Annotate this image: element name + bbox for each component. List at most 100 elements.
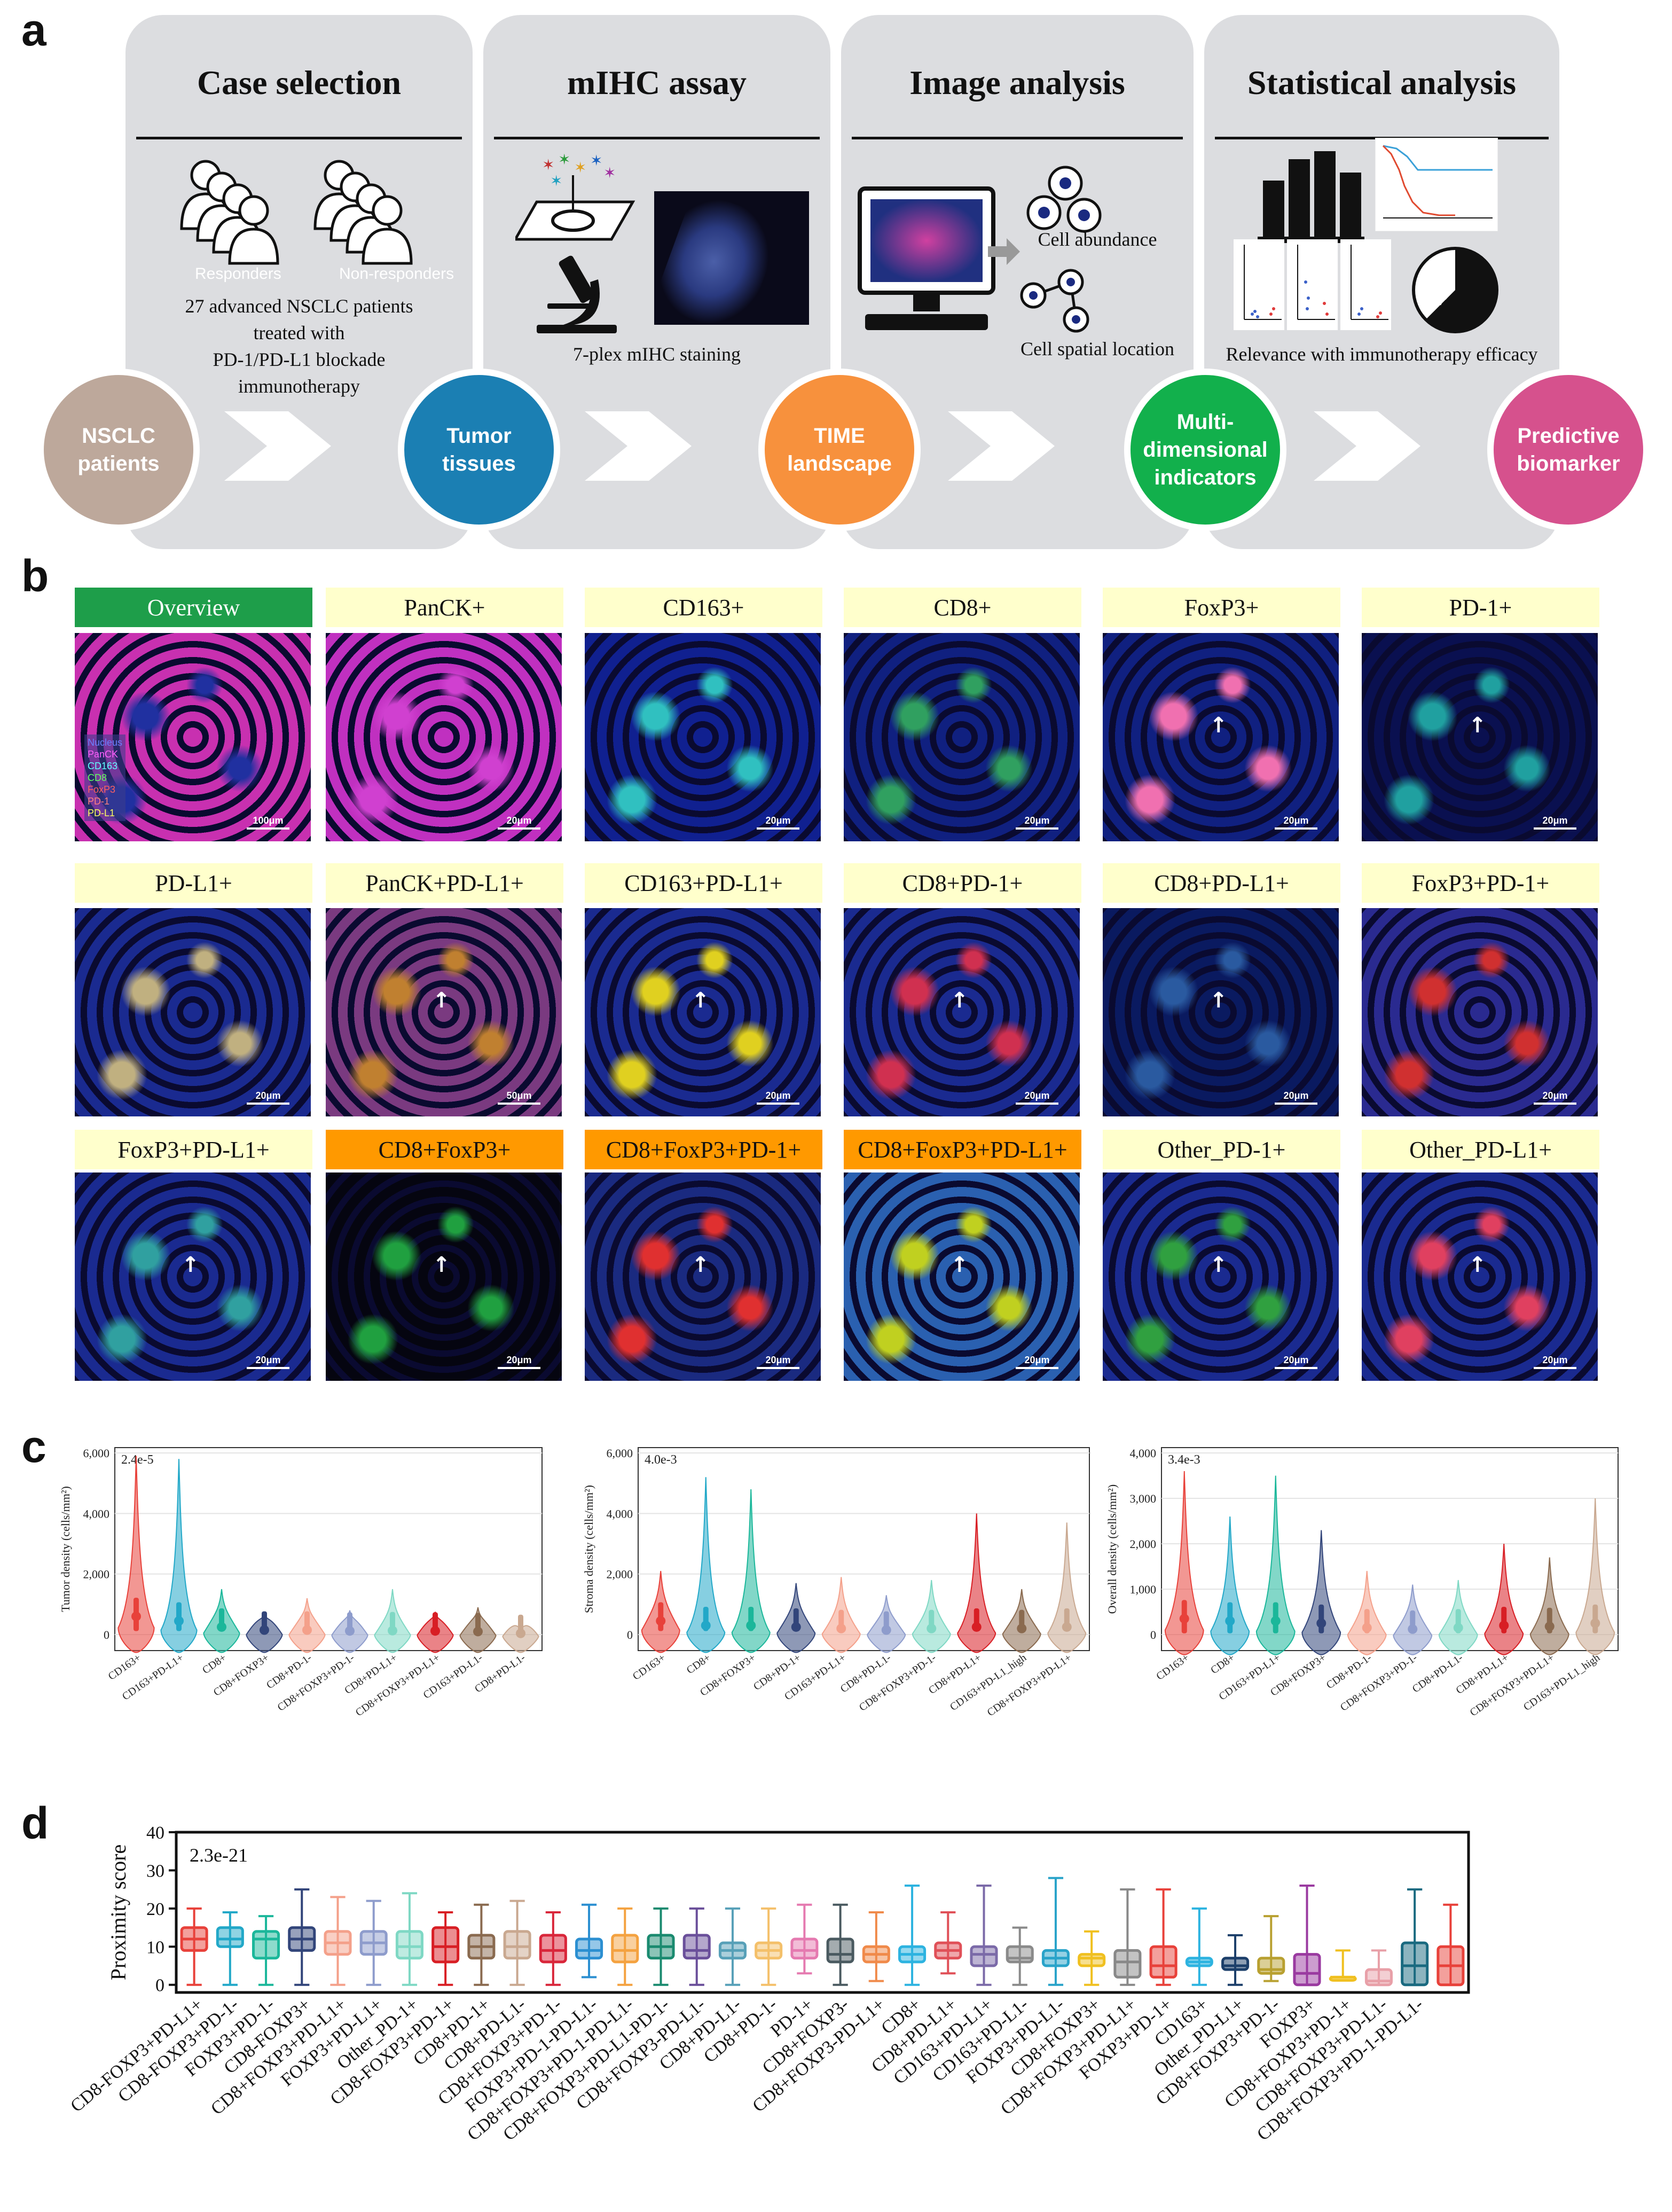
violin-median: [131, 1612, 141, 1621]
box-18: [826, 1903, 854, 1986]
x-tick-label: CD8+: [685, 1652, 713, 1676]
micrograph-image: 20μm ↑: [585, 1173, 821, 1381]
tile-label: PanCK+: [326, 588, 563, 627]
x-tick-label: CD8+FOXP3+PD-L1+: [1468, 1652, 1557, 1718]
micrograph-image: 20μm ↑: [844, 1173, 1080, 1381]
iqr-box: [1401, 1941, 1429, 1987]
iqr-box: [682, 1934, 711, 1960]
box-22: [970, 1885, 998, 1986]
violin-median: [971, 1622, 982, 1632]
svg-text:✶: ✶: [542, 157, 554, 174]
iqr-box: [1257, 1957, 1285, 1975]
y-tick-label: 0: [155, 1976, 164, 1996]
scale-bar: 20μm: [757, 1355, 799, 1369]
scale-bar: 20μm: [1016, 1090, 1058, 1105]
micrograph-image: 20μm ↑: [585, 908, 821, 1116]
violin-shape: [731, 1489, 771, 1653]
box-1: [216, 1911, 244, 1986]
case-caption: 27 advanced NSCLC patients treated with …: [185, 295, 413, 397]
scale-bar: 20μm: [1016, 1355, 1058, 1369]
box-19: [862, 1911, 890, 1982]
scale-bar: 20μm: [247, 1355, 289, 1369]
violin-median: [927, 1623, 937, 1633]
tile-label: PanCK+PD-L1+: [326, 863, 563, 903]
box-24: [1041, 1877, 1070, 1986]
iqr-box: [431, 1926, 460, 1964]
box-21: [934, 1911, 962, 1975]
box-30: [1257, 1915, 1285, 1982]
y-tick-label: 20: [146, 1900, 164, 1919]
violin-median: [1017, 1623, 1027, 1633]
scale-bar: 20μm: [498, 1355, 540, 1369]
scale-bar: 20μm: [757, 1090, 799, 1105]
scale-bar: 20μm: [247, 1090, 289, 1105]
iqr-box: [1078, 1953, 1106, 1967]
scale-bar: 100μm: [247, 815, 289, 830]
step-title: Case selection: [197, 64, 402, 101]
tile-label: CD8+PD-L1+: [1103, 863, 1340, 903]
iqr-box: [1221, 1957, 1250, 1971]
violin-median: [388, 1625, 397, 1636]
scale-bar: 20μm: [1534, 1090, 1576, 1105]
micrograph-image: 100μm Nucleus PanCK CD163 CD8 FoxP3 PD-1 PD-L1: [75, 633, 311, 841]
chevron-arrow-icon: [948, 411, 1055, 481]
violin-median: [1590, 1618, 1600, 1628]
y-axis-label: Stroma density (cells/mm²): [582, 1485, 595, 1613]
violin-median: [746, 1621, 756, 1630]
violin-median: [1408, 1624, 1418, 1634]
violin-shape: [1575, 1498, 1615, 1655]
violin-median: [1499, 1621, 1509, 1630]
y-tick-label: 4,000: [83, 1507, 110, 1520]
y-tick-label: 0: [627, 1628, 633, 1642]
y-tick-label: 10: [146, 1937, 164, 1957]
tissue-scan-image: [654, 191, 809, 325]
box-0: [180, 1907, 208, 1986]
box-3: [288, 1888, 316, 1986]
tile-label: CD8+FoxP3+PD-1+: [585, 1130, 822, 1169]
arrow-up-icon: ↑: [433, 988, 451, 1013]
tile-label: CD8+: [844, 588, 1081, 627]
violin-shape: [1529, 1557, 1569, 1655]
box-26: [1113, 1888, 1142, 1986]
violin-median: [174, 1616, 184, 1626]
arrow-up-icon: ↑: [1469, 713, 1487, 738]
box-28: [1185, 1907, 1213, 1986]
y-tick-label: 6,000: [83, 1447, 110, 1460]
violin-shape: [1210, 1516, 1250, 1655]
cell-abundance-caption: Cell abundance: [1038, 229, 1157, 250]
arrow-up-icon: ↑: [951, 988, 969, 1013]
violin-median: [1179, 1614, 1189, 1624]
cell-network-icon: [1020, 269, 1089, 333]
box-14: [682, 1907, 711, 1986]
panel-letter-c: c: [21, 1421, 46, 1472]
x-tick-label: CD163+: [1154, 1652, 1191, 1683]
iqr-box: [1364, 1968, 1393, 1987]
workflow-node-2: TIME landscape: [758, 369, 921, 531]
violin-median: [881, 1625, 891, 1635]
chevron-arrow-icon: [224, 411, 331, 481]
patients-icon-responders: [180, 160, 279, 265]
micrograph-image: 20μm ↑: [844, 908, 1080, 1116]
micrograph-image: 20μm: [844, 633, 1080, 841]
title-rule: [136, 137, 462, 139]
y-tick-label: 40: [146, 1823, 164, 1843]
box-33: [1364, 1949, 1393, 1987]
box-10: [539, 1911, 567, 1986]
iqr-box: [790, 1937, 819, 1960]
panel-letter-a: a: [21, 5, 46, 55]
stats-caption: Relevance with immunotherapy efficacy: [1226, 343, 1538, 365]
workflow-node-0: NSCLC patients: [37, 369, 200, 531]
svg-text:✶: ✶: [590, 154, 602, 169]
micrograph-image: 20μm: [75, 908, 311, 1116]
micrograph-image: 20μm: [1362, 908, 1598, 1116]
box-15: [718, 1907, 747, 1986]
x-tick-label: CD8+FOXP3+PD-L1+: [985, 1652, 1074, 1718]
micrograph-image: 20μm ↑: [1362, 1173, 1598, 1381]
scale-bar: 20μm: [1275, 1355, 1317, 1369]
tile-label: FoxP3+PD-1+: [1362, 863, 1599, 903]
x-tick-label: CD163+PD-L1_high: [948, 1652, 1029, 1713]
arrow-up-icon: ↑: [1469, 1253, 1487, 1277]
scale-bar: 20μm: [757, 815, 799, 830]
violin-median: [1362, 1623, 1372, 1633]
scatter-thumbnails: [1234, 239, 1391, 330]
